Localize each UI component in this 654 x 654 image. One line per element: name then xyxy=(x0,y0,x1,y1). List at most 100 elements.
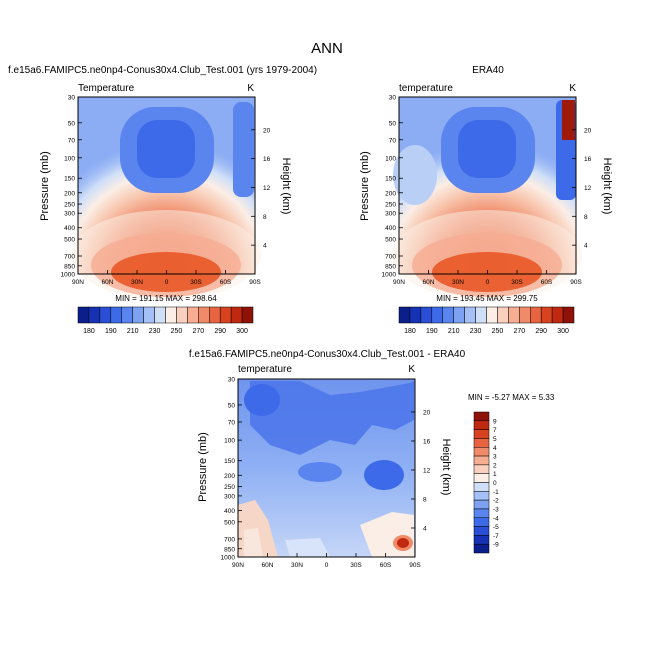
y-tick-label: 250 xyxy=(224,484,235,491)
colorbar-swatch xyxy=(473,429,490,439)
colorbar-swatch xyxy=(540,306,553,324)
colorbar-label: 250 xyxy=(492,328,504,335)
y-tick-label: 30 xyxy=(389,95,397,102)
panel-right-label: K xyxy=(569,83,576,94)
colorbar-label: 270 xyxy=(192,328,204,335)
colorbar-swatch xyxy=(431,306,443,324)
colorbar-swatch xyxy=(154,306,166,324)
x-tick-label: 60S xyxy=(380,562,392,569)
y2-tick-label: 8 xyxy=(263,214,267,221)
panel-model: f.e15a6.FAMIPC5.ne0np4-Conus30x4.Club_Te… xyxy=(8,65,317,303)
colorbar-swatch xyxy=(519,306,531,324)
colorbar-label: 250 xyxy=(171,328,183,335)
x-tick-label: 30N xyxy=(291,562,303,569)
colorbar-swatch xyxy=(473,420,490,430)
colorbar-label: 300 xyxy=(557,328,569,335)
x-tick-label: 0 xyxy=(165,279,169,286)
colorbar-label: 290 xyxy=(214,328,226,335)
colorbar-swatch xyxy=(551,306,564,324)
y-tick-label: 1000 xyxy=(61,272,76,279)
panel-stats: MIN = 191.15 MAX = 298.64 xyxy=(115,294,217,303)
x-tick-label: 60N xyxy=(423,279,435,286)
y-axis-title: Pressure (mb) xyxy=(197,432,209,502)
y2-tick-label: 20 xyxy=(263,127,271,134)
panel-stats: MIN = 193.45 MAX = 299.75 xyxy=(436,294,538,303)
y-tick-label: 70 xyxy=(228,420,236,427)
panel-title: ERA40 xyxy=(472,65,504,76)
y-tick-label: 700 xyxy=(224,536,235,543)
colorbar-swatch xyxy=(473,543,490,554)
x-tick-label: 60S xyxy=(220,279,232,286)
x-tick-label: 90S xyxy=(249,279,261,286)
colorbar-swatch xyxy=(508,306,520,324)
colorbar-temperature-left: 180 190 210 230 250 270 290 300 xyxy=(77,306,254,335)
colorbar-swatch xyxy=(409,306,422,324)
contour-field xyxy=(71,96,261,300)
colorbar-swatch xyxy=(473,508,490,518)
colorbar-swatch xyxy=(473,455,490,466)
colorbar-label: -9 xyxy=(493,542,499,549)
colorbar-label: 190 xyxy=(105,328,117,335)
colorbar-label: -3 xyxy=(493,506,499,513)
y-tick-label: 400 xyxy=(64,225,75,232)
y2-tick-label: 16 xyxy=(584,156,592,163)
y2-tick-label: 4 xyxy=(263,243,267,250)
y-tick-label: 300 xyxy=(224,493,235,500)
y-tick-label: 250 xyxy=(64,202,75,209)
y2-tick-label: 20 xyxy=(584,127,592,134)
contour-field xyxy=(237,378,416,558)
colorbar-temperature-right: 180 190 210 230 250 270 290 300 xyxy=(398,306,575,335)
x-tick-labels: 90N 60N 30N 0 30S 60S 90S xyxy=(393,270,582,286)
colorbar-label: 1 xyxy=(493,471,497,478)
colorbar-label: 210 xyxy=(127,328,139,335)
colorbar-swatch xyxy=(187,306,199,324)
panel-difference: f.e15a6.FAMIPC5.ne0np4-Conus30x4.Club_Te… xyxy=(189,349,555,569)
x-tick-label: 30N xyxy=(452,279,464,286)
colorbar-label: 290 xyxy=(535,328,547,335)
y2-tick-label: 8 xyxy=(584,214,588,221)
y-tick-label: 400 xyxy=(224,508,235,515)
x-tick-labels: 90N 60N 30N 0 30S 60S 90S xyxy=(232,553,421,569)
y2-axis-title: Height (km) xyxy=(280,158,292,215)
x-tick-label: 90S xyxy=(409,562,421,569)
y2-tick-label: 16 xyxy=(423,438,431,445)
y-tick-label: 30 xyxy=(68,95,76,102)
y2-axis-title: Height (km) xyxy=(440,439,452,496)
y-tick-label: 850 xyxy=(64,263,75,270)
figure-title: ANN xyxy=(311,40,343,57)
y-tick-label: 150 xyxy=(64,176,75,183)
colorbar-label: 5 xyxy=(493,436,497,443)
colorbar-label: 230 xyxy=(149,328,161,335)
y2-tick-labels: 20 16 12 8 4 xyxy=(411,409,431,532)
y-tick-label: 850 xyxy=(224,546,235,553)
colorbar-label: -7 xyxy=(493,533,499,540)
panel-left-label: temperature xyxy=(399,83,453,94)
y-tick-labels: 30 50 70 100 150 200 250 300 400 500 700 850 1000 xyxy=(382,95,403,279)
colorbar-swatch xyxy=(209,306,221,324)
y2-tick-label: 4 xyxy=(584,243,588,250)
colorbar-swatch xyxy=(473,499,490,510)
colorbar-swatch xyxy=(132,306,144,324)
y-tick-label: 200 xyxy=(224,473,235,480)
colorbar-swatch xyxy=(442,306,454,324)
y-tick-label: 300 xyxy=(385,211,396,218)
y2-tick-label: 12 xyxy=(584,185,592,192)
colorbar-swatch xyxy=(110,306,122,324)
y-tick-label: 1000 xyxy=(221,555,236,562)
y-tick-label: 200 xyxy=(385,190,396,197)
colorbar-label: 300 xyxy=(236,328,248,335)
colorbar-label: 2 xyxy=(493,462,497,469)
colorbar-swatch xyxy=(473,464,490,474)
y-tick-label: 500 xyxy=(64,237,75,244)
colorbar-label: -1 xyxy=(493,489,499,496)
y2-axis-title: Height (km) xyxy=(601,158,613,215)
y-axis-title: Pressure (mb) xyxy=(39,151,51,221)
colorbar-swatch xyxy=(475,306,487,324)
colorbar-swatch xyxy=(198,306,210,324)
colorbar-swatch xyxy=(473,535,490,545)
colorbar-label: 9 xyxy=(493,418,497,425)
y-tick-label: 150 xyxy=(224,458,235,465)
x-tick-labels: 90N 60N 30N 0 30S 60S 90S xyxy=(72,270,261,286)
x-tick-label: 90N xyxy=(72,279,84,286)
